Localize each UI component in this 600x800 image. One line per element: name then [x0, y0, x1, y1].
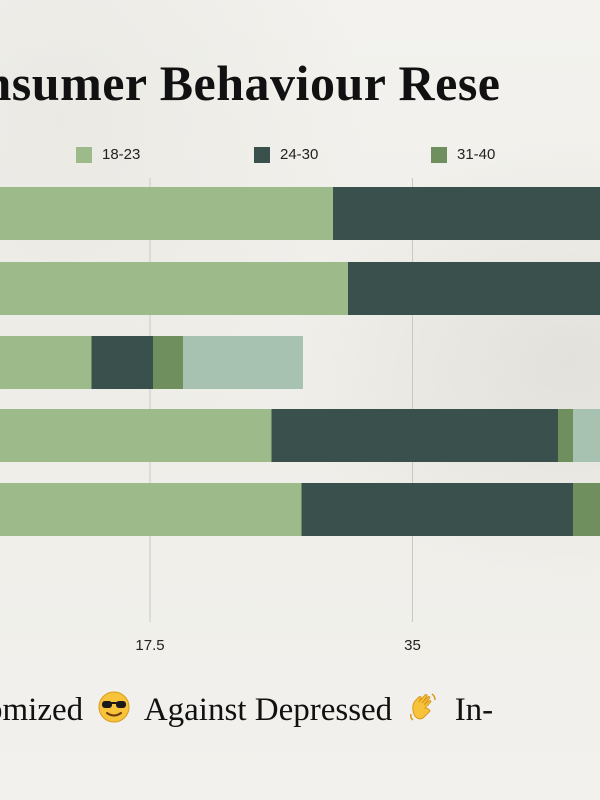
x-tick-label: 17.5 — [135, 637, 164, 654]
bar-segment-row5-series3 — [573, 483, 600, 536]
legend-item-18-23: 18-23 — [76, 146, 140, 163]
bar-segment-row1-series1 — [0, 187, 333, 240]
bar-segment-row2-series1 — [0, 262, 348, 315]
legend-swatch-31-40 — [431, 146, 447, 163]
slide-title: onsumer Behaviour Rese — [0, 55, 501, 111]
footer-text-1: omized — [0, 692, 84, 728]
legend-swatch-18-23 — [76, 146, 92, 163]
footer-text-3: In- — [454, 692, 494, 728]
bar-segment-row1-series2 — [333, 187, 600, 240]
bar-segment-row5-series2 — [301, 483, 573, 536]
legend-item-31-40: 31-40 — [431, 146, 495, 163]
bar-segment-row4-series2 — [271, 409, 558, 462]
sunglasses-emoji-icon — [97, 690, 131, 733]
legend-label-18-23: 18-23 — [102, 146, 141, 163]
footer-caption: omized Against Depressed In- — [0, 690, 493, 733]
bar-segment-row5-series1 — [0, 483, 302, 536]
bar-segment-row3-series3 — [153, 336, 183, 389]
bar-segment-row3-series1 — [0, 336, 92, 389]
bar-segment-row4-series3 — [558, 409, 573, 462]
grid-lines — [149, 178, 413, 622]
legend-item-24-30: 24-30 — [254, 146, 318, 163]
bar-segment-row4-series4 — [573, 409, 600, 462]
bars — [0, 187, 600, 536]
bar-segment-row4-series1 — [0, 409, 272, 462]
x-tick-label: 35 — [404, 637, 421, 654]
bar-segment-row3-series2 — [91, 336, 153, 389]
legend-label-31-40: 31-40 — [457, 146, 496, 163]
bar-segment-row3-series4 — [183, 336, 303, 389]
waving-hand-emoji-icon — [406, 690, 440, 733]
bar-segment-row2-series2 — [348, 262, 600, 315]
legend-swatch-24-30 — [254, 146, 270, 163]
chart-legend: 18-23 24-30 31-40 — [0, 146, 600, 168]
footer-text-2: Against Depressed — [143, 692, 393, 728]
legend-label-24-30: 24-30 — [280, 146, 319, 163]
x-axis-ticks: 17.5 35 — [135, 637, 420, 654]
